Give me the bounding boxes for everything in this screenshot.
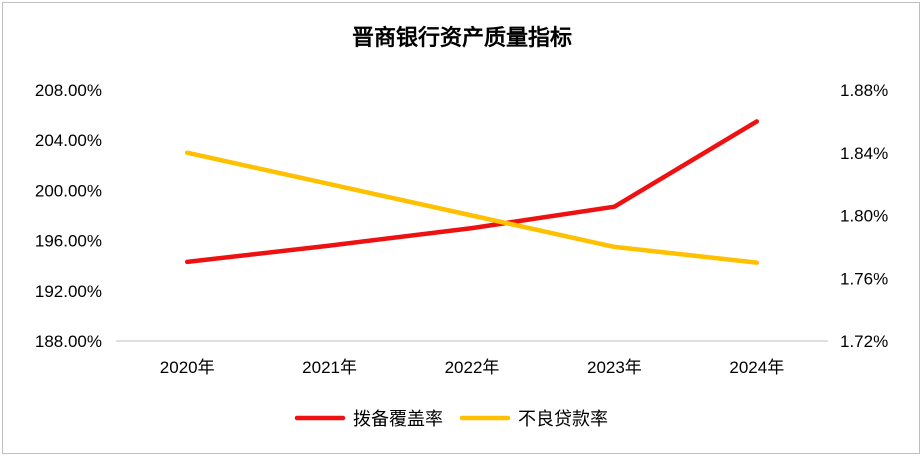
legend-label: 拨备覆盖率 xyxy=(353,409,443,429)
left-tick-label: 204.00% xyxy=(35,131,102,150)
x-tick-label: 2021年 xyxy=(302,358,357,377)
left-tick-label: 200.00% xyxy=(35,181,102,200)
left-tick-label: 188.00% xyxy=(35,332,102,351)
right-tick-label: 1.88% xyxy=(840,81,888,100)
right-tick-label: 1.72% xyxy=(840,332,888,351)
x-tick-label: 2020年 xyxy=(160,358,215,377)
left-tick-label: 208.00% xyxy=(35,81,102,100)
right-tick-label: 1.80% xyxy=(840,207,888,226)
series-line-provision-coverage xyxy=(184,119,760,265)
right-tick-label: 1.76% xyxy=(840,269,888,288)
series-line-npl-ratio xyxy=(184,150,760,265)
right-tick-label: 1.84% xyxy=(840,144,888,163)
left-tick-label: 196.00% xyxy=(35,232,102,251)
x-tick-label: 2024年 xyxy=(729,358,784,377)
x-tick-label: 2023年 xyxy=(587,358,642,377)
x-tick-label: 2022年 xyxy=(445,358,500,377)
chart-title: 晋商银行资产质量指标 xyxy=(351,26,572,51)
left-tick-label: 192.00% xyxy=(35,282,102,301)
legend-label: 不良贷款率 xyxy=(518,409,608,429)
